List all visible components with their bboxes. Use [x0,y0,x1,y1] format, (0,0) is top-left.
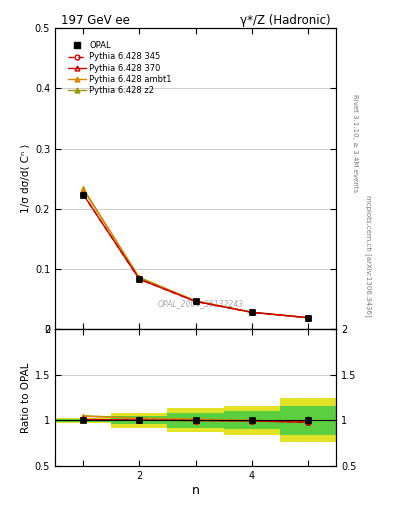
Text: OPAL_2004_S6132243: OPAL_2004_S6132243 [158,299,244,308]
Text: 197 GeV ee: 197 GeV ee [61,14,130,27]
Y-axis label: Ratio to OPAL: Ratio to OPAL [20,362,31,433]
Text: γ*/Z (Hadronic): γ*/Z (Hadronic) [240,14,331,27]
Text: mcplots.cern.ch [arXiv:1306.3436]: mcplots.cern.ch [arXiv:1306.3436] [365,195,372,317]
Text: Rivet 3.1.10, ≥ 3.4M events: Rivet 3.1.10, ≥ 3.4M events [352,94,358,193]
X-axis label: n: n [191,483,200,497]
Legend: OPAL, Pythia 6.428 345, Pythia 6.428 370, Pythia 6.428 ambt1, Pythia 6.428 z2: OPAL, Pythia 6.428 345, Pythia 6.428 370… [68,41,172,95]
Y-axis label: 1/σ dσ/d⟨ Cⁿ ⟩: 1/σ dσ/d⟨ Cⁿ ⟩ [20,144,31,214]
